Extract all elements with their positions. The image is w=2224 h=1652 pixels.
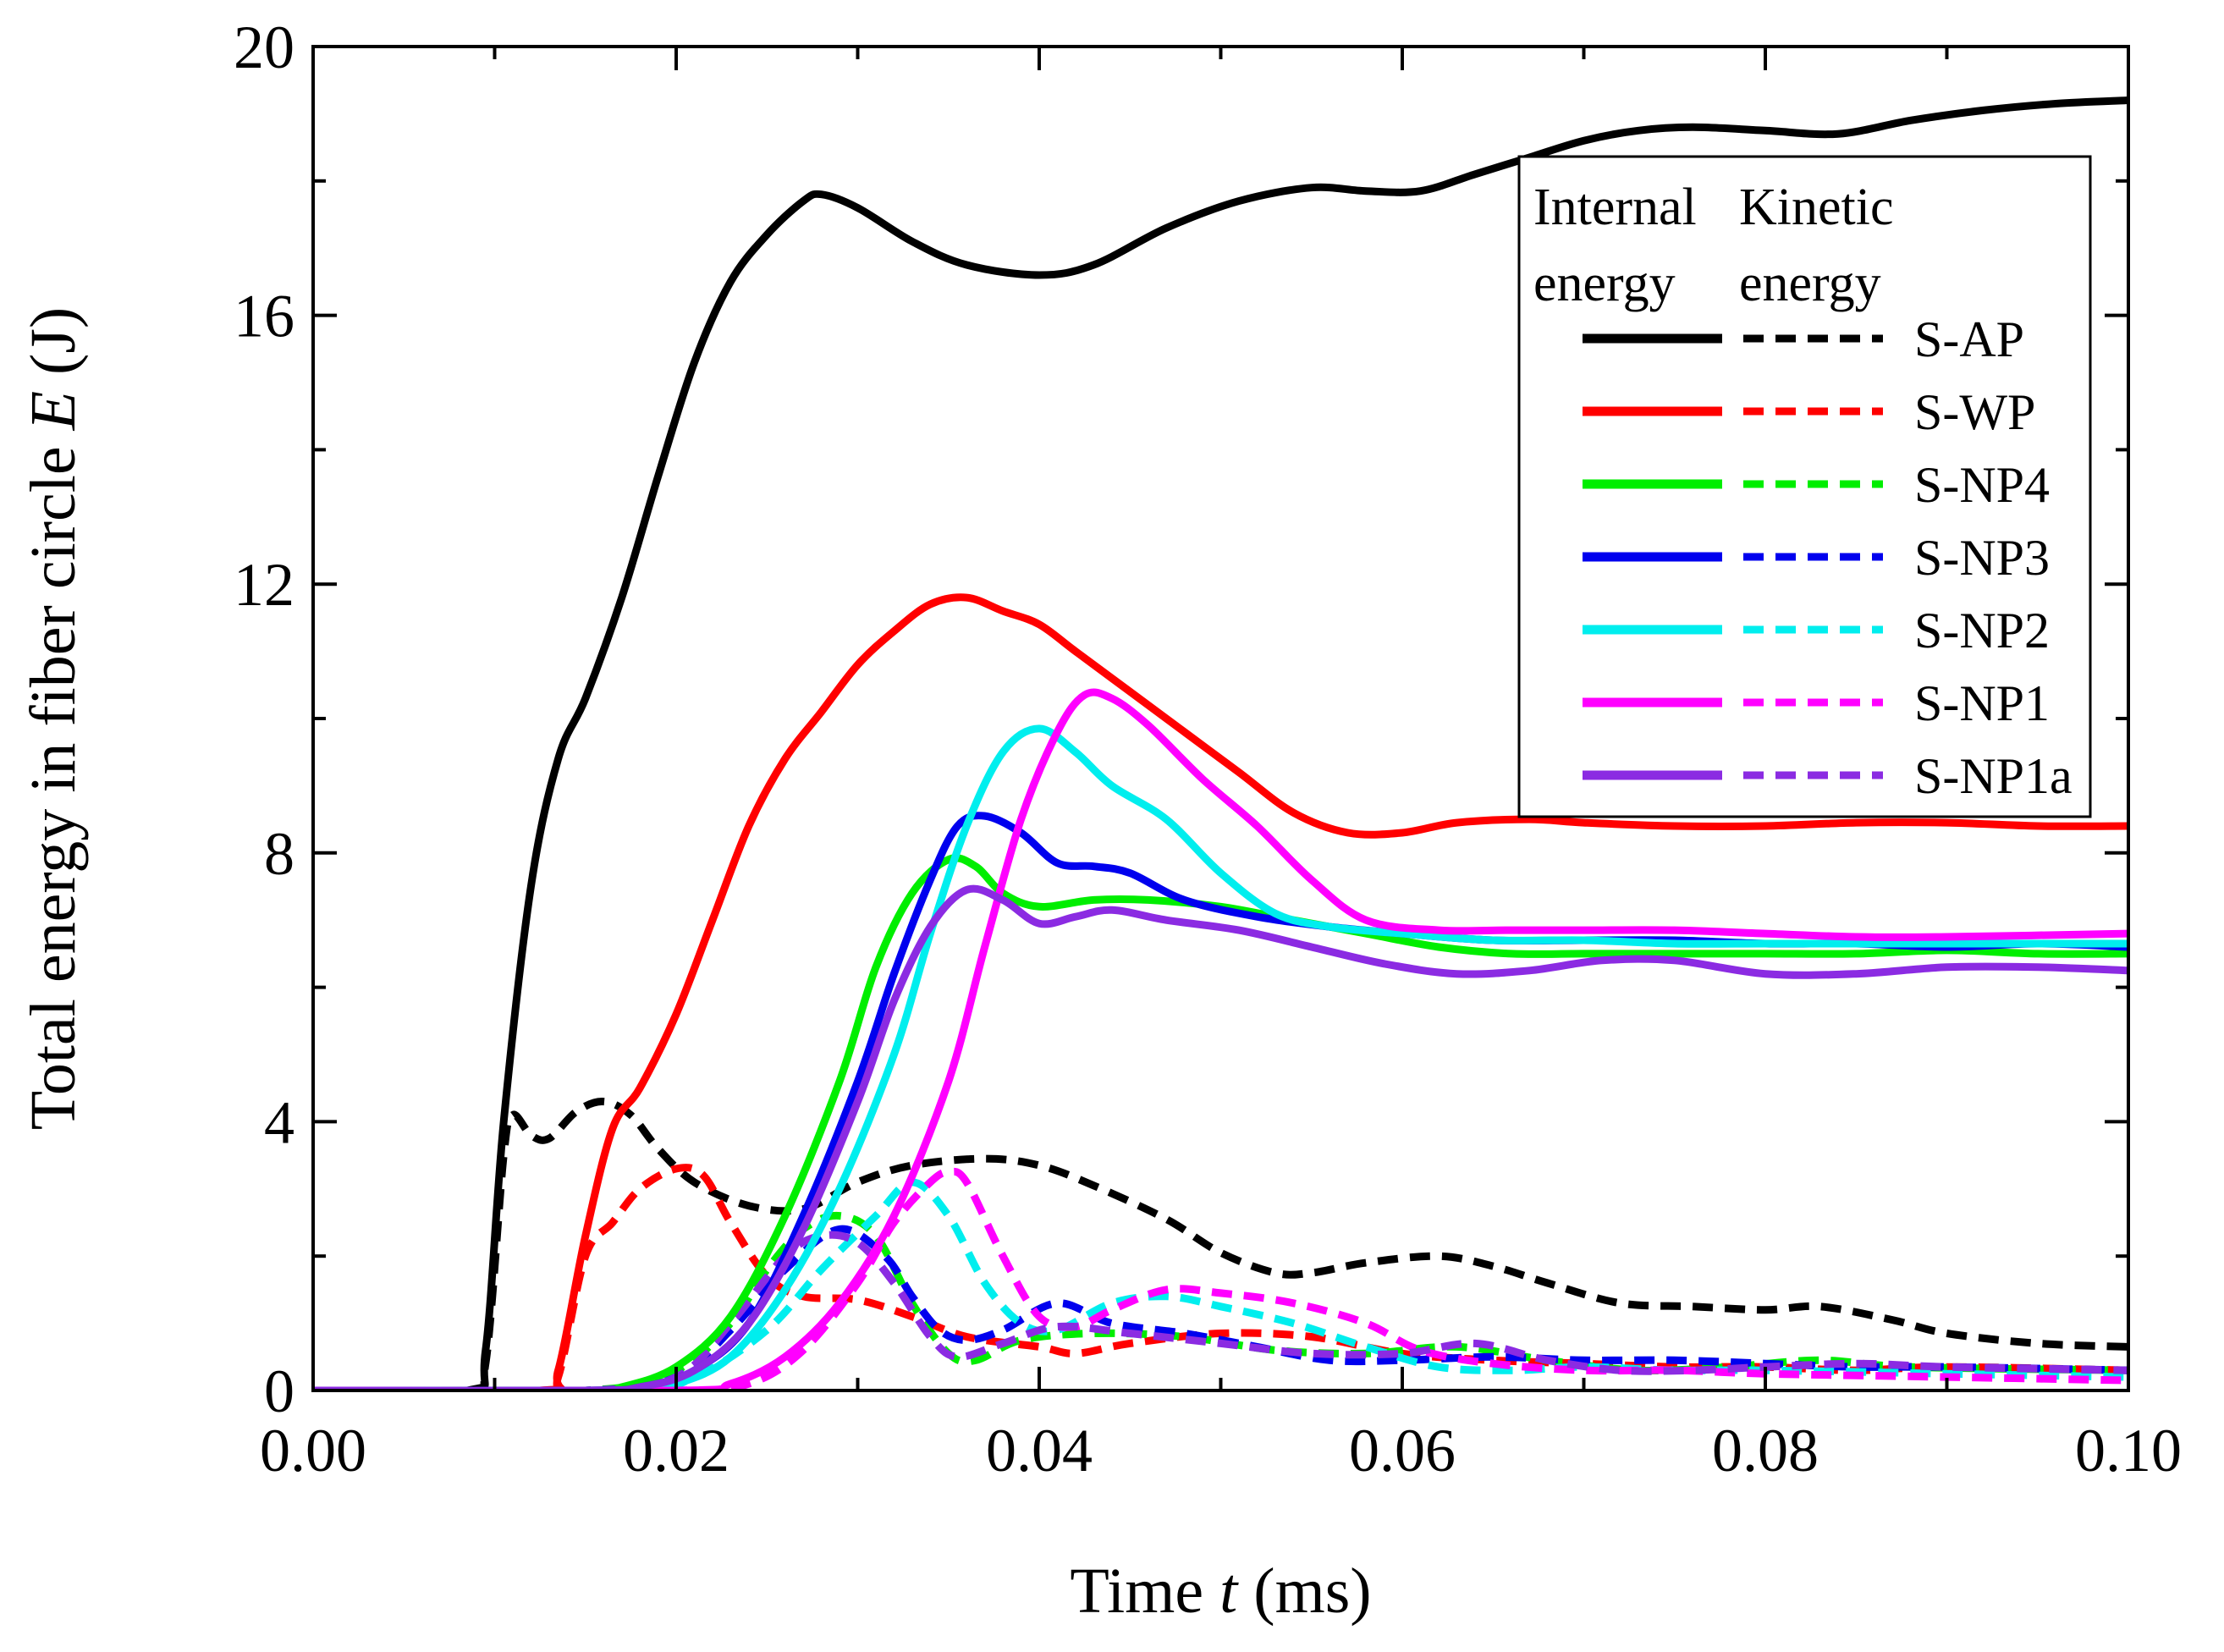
series-line-s-np2-internal — [313, 724, 2128, 1390]
y-axis-title: Total energy in fiber circle E (J) — [18, 307, 89, 1130]
x-tick-label: 0.06 — [1349, 1417, 1456, 1484]
x-tick-label: 0.08 — [1712, 1417, 1819, 1484]
legend-label: S-AP — [1914, 311, 2024, 367]
y-tick-label: 0 — [264, 1357, 295, 1425]
legend-col1-header-line2: energy — [1533, 255, 1676, 312]
legend-col1-header-line1: Internal — [1533, 179, 1697, 236]
y-tick-label: 4 — [264, 1088, 295, 1156]
legend-label: S-NP1 — [1914, 675, 2050, 731]
legend-label: S-NP4 — [1914, 457, 2050, 513]
series-line-s-ap-kinetic — [313, 1098, 2128, 1390]
series-line-s-np1-kinetic — [313, 1167, 2128, 1390]
y-axis-title-suffix: (J) — [18, 307, 89, 391]
y-axis-title-var: E — [18, 391, 89, 431]
x-tick-label: 0.00 — [260, 1417, 366, 1484]
series-layer — [313, 96, 2128, 1390]
legend-label: S-WP — [1914, 384, 2035, 440]
series-line-s-np1-internal — [313, 688, 2128, 1390]
series-line-s-np4-internal — [313, 854, 2128, 1390]
y-tick-label: 8 — [264, 820, 295, 888]
x-axis-title-prefix: Time — [1070, 1556, 1219, 1627]
series-line-s-np3-kinetic — [313, 1225, 2128, 1390]
series-line-s-np1a-internal — [313, 884, 2128, 1390]
y-tick-label: 20 — [234, 14, 295, 81]
legend-col2-header-line2: energy — [1739, 255, 1881, 312]
series-line-s-wp-kinetic — [313, 1164, 2128, 1390]
series-line-s-np1a-kinetic — [313, 1231, 2128, 1390]
series-line-s-np2-kinetic — [313, 1178, 2128, 1390]
y-tick-label: 12 — [234, 551, 295, 619]
x-tick-label: 0.04 — [986, 1417, 1093, 1484]
legend-label: S-NP2 — [1914, 603, 2050, 658]
x-tick-label: 0.10 — [2075, 1417, 2182, 1484]
legend: Internal energy Kinetic energy S-AP S-WP S-NP4… — [1517, 155, 2092, 818]
legend-col2-header-line1: Kinetic — [1739, 179, 1894, 236]
x-axis-title: Time t (ms) — [1070, 1556, 1371, 1627]
x-axis-title-var: t — [1219, 1556, 1239, 1627]
legend-label: S-NP1a — [1914, 748, 2073, 804]
y-axis-title-prefix: Total energy in fiber circle — [18, 430, 89, 1130]
axes-layer: 0.00 0.02 0.04 0.06 0.08 0.10 0 4 8 12 16 20 Time t … — [18, 14, 2182, 1627]
series-line-s-np4-kinetic — [313, 1211, 2128, 1390]
legend-label: S-NP3 — [1914, 530, 2050, 586]
series-line-s-wp-internal — [313, 593, 2128, 1390]
y-tick-label: 16 — [234, 283, 295, 350]
x-tick-label: 0.02 — [623, 1417, 729, 1484]
x-axis-title-suffix: (ms) — [1237, 1556, 1371, 1627]
series-line-s-ap-internal — [313, 96, 2128, 1390]
